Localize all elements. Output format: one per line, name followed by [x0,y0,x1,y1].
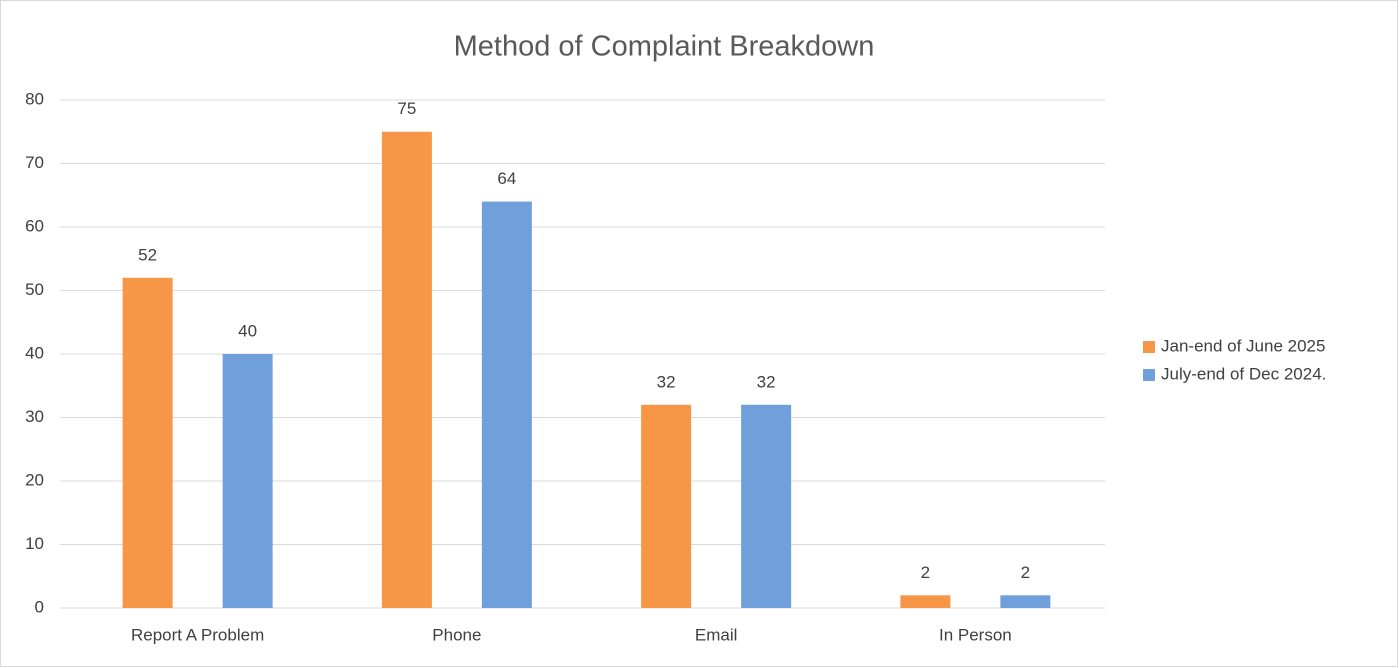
bar [122,277,173,608]
data-label: 2 [921,563,930,582]
bar [741,404,792,608]
data-label: 2 [1021,563,1030,582]
y-tick-label: 0 [35,597,44,616]
y-tick-label: 30 [25,407,44,426]
y-tick-label: 80 [25,89,44,108]
legend-swatch [1143,369,1155,381]
x-tick-label: Email [695,625,738,644]
data-label: 52 [138,245,157,264]
chart-title: Method of Complaint Breakdown [454,31,875,63]
y-tick-label: 50 [25,280,44,299]
bar [641,404,692,608]
legend-swatch [1143,341,1155,353]
y-tick-label: 70 [25,153,44,172]
data-label: 32 [657,372,676,391]
y-tick-label: 60 [25,216,44,235]
data-label: 75 [397,99,416,118]
data-label: 32 [757,372,776,391]
legend-label: Jan-end of June 2025 [1161,336,1325,355]
data-label: 40 [238,321,257,340]
y-tick-label: 10 [25,534,44,553]
y-tick-label: 20 [25,470,44,489]
data-label: 64 [497,169,516,188]
bar [1000,595,1051,608]
bar [481,201,532,608]
x-tick-label: In Person [939,625,1012,644]
y-tick-label: 40 [25,343,44,362]
legend-label: July-end of Dec 2024. [1161,364,1326,383]
bar [222,354,273,608]
x-tick-label: Phone [432,625,481,644]
bar [381,131,432,608]
x-tick-label: Report A Problem [131,625,264,644]
bar [900,595,951,608]
